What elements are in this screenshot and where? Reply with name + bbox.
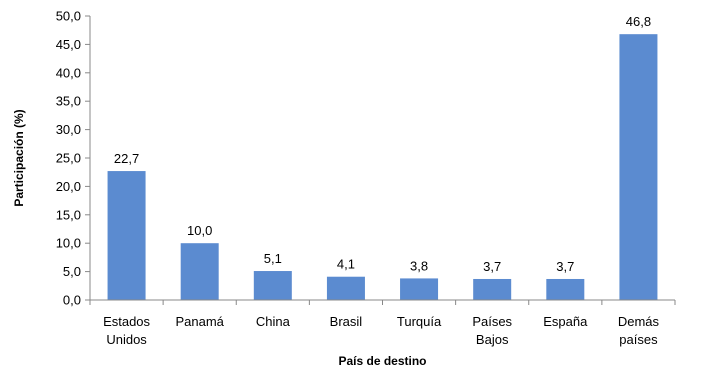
y-tick-label: 5,0 [63, 264, 81, 279]
x-tick-label: Países Bajos [472, 314, 512, 347]
x-tick-label: China [256, 314, 291, 329]
x-axis-tick-labels: Estados Unidos Panamá China Brasil Turquía Paí… [103, 314, 659, 347]
data-label: 10,0 [187, 223, 212, 238]
data-label: 3,7 [556, 259, 574, 274]
y-tick-label: 20,0 [56, 179, 81, 194]
x-tick-label-line: Bajos [476, 332, 509, 347]
data-labels: 22,7 10,0 5,1 4,1 3,8 3,7 3,7 46,8 [114, 14, 651, 274]
y-tick-label: 45,0 [56, 37, 81, 52]
x-tick-label: España [543, 314, 588, 329]
y-tick-label: 0,0 [63, 293, 81, 308]
data-label: 3,7 [483, 259, 501, 274]
y-axis-ticks: 0,0 5,0 10,0 15,0 20,0 25,0 30,0 35,0 40,0 45,0 50… [56, 9, 676, 308]
bar [326, 276, 365, 300]
x-tick-label: Estados Unidos [103, 314, 150, 347]
data-label: 4,1 [337, 257, 355, 272]
x-tick-label-line: Brasil [330, 314, 363, 329]
data-label: 46,8 [626, 14, 651, 29]
x-tick-label-line: Panamá [175, 314, 224, 329]
bars [107, 34, 658, 301]
y-axis-title: Participación (%) [12, 109, 26, 206]
x-tick-label: Turquía [397, 314, 442, 329]
data-label: 22,7 [114, 151, 139, 166]
bar [546, 278, 585, 300]
x-tick-label-line: Países [472, 314, 512, 329]
y-tick-label: 50,0 [56, 9, 81, 24]
x-tick-label-line: Estados [103, 314, 150, 329]
x-tick-label-line: Turquía [397, 314, 442, 329]
bar [400, 278, 439, 300]
bar [253, 271, 292, 300]
y-tick-label: 10,0 [56, 236, 81, 251]
x-axis-title: País de destino [338, 354, 426, 368]
x-tick-label-line: Unidos [106, 332, 147, 347]
x-tick-label: Panamá [175, 314, 224, 329]
y-tick-label: 25,0 [56, 151, 81, 166]
bar [180, 243, 219, 300]
y-tick-label: 30,0 [56, 122, 81, 137]
y-tick-label: 40,0 [56, 65, 81, 80]
data-label: 3,8 [410, 258, 428, 273]
x-tick-label-line: España [543, 314, 588, 329]
x-tick-label: Demás países [618, 314, 660, 347]
y-tick-label: 15,0 [56, 207, 81, 222]
x-tick-label: Brasil [330, 314, 363, 329]
x-tick-label-line: Demás [618, 314, 660, 329]
bar [107, 171, 146, 300]
data-label: 5,1 [264, 251, 282, 266]
bar [619, 34, 658, 301]
x-tick-label-line: países [619, 332, 658, 347]
y-tick-label: 35,0 [56, 94, 81, 109]
bar [473, 278, 512, 300]
x-tick-label-line: China [256, 314, 291, 329]
